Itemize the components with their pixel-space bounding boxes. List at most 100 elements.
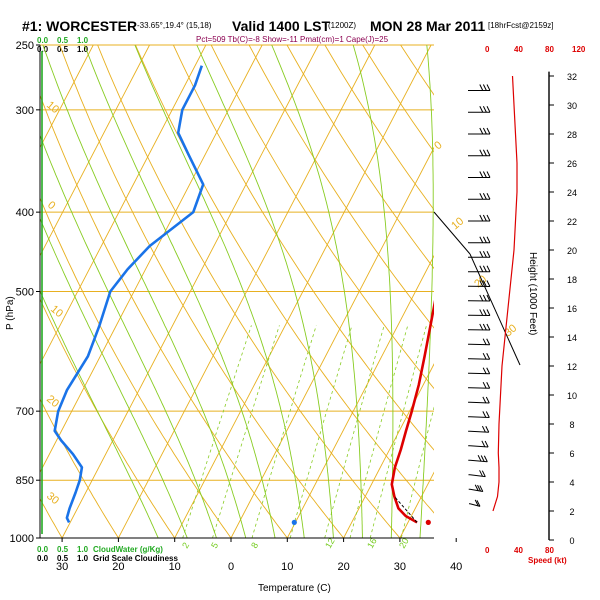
cloud-water-bottom-2: 1.0 [77, 545, 89, 554]
mixing-ratio-label: 5 [209, 541, 220, 550]
wind-barb-feather [481, 440, 486, 448]
wind-barb-feather [479, 265, 484, 272]
moist-adiabat [40, 134, 217, 538]
cloud-water-top-1: 0.5 [57, 36, 69, 45]
dry-adiabat [172, 45, 434, 451]
y-tick-label: 300 [16, 105, 34, 117]
wind-barb-feather [482, 323, 487, 331]
dry-adiabat [579, 31, 600, 556]
surface-dewpoint-dot [291, 519, 297, 525]
wind-barb-feather [486, 265, 491, 272]
dry-adiabat [210, 45, 434, 390]
wind-barb-feather [482, 214, 487, 222]
speed-top-40: 40 [514, 45, 523, 54]
wind-speed-panel [433, 75, 521, 512]
dry-adiabat [286, 45, 434, 270]
thermo-background [40, 31, 600, 556]
moist-adiabat [134, 45, 305, 538]
wind-barb-feather [486, 280, 491, 287]
mixing-ratio-line [251, 325, 317, 538]
wind-barb-feather [486, 294, 491, 302]
dry-adiabat [40, 298, 176, 538]
x-tick-label: 30 [394, 561, 406, 573]
mixing-ratio-line [289, 325, 353, 538]
isotherm [286, 254, 434, 538]
wind-barb-feather [482, 352, 487, 360]
height-tick-label: 6 [569, 449, 574, 459]
height-tick-label: 12 [567, 362, 577, 372]
wind-barb-feather [486, 193, 491, 200]
wind-barb-feather [479, 84, 484, 91]
wind-barb-feather [482, 294, 487, 302]
speed-bottom-80: 80 [545, 546, 554, 555]
y-tick-label: 500 [16, 287, 34, 299]
wind-barb [469, 416, 490, 419]
wind-barb-feather [482, 251, 487, 258]
wind-barb [469, 401, 490, 404]
wind-barb-feather [479, 236, 484, 243]
height-tick-label: 2 [569, 507, 574, 517]
speed-bottom-40: 40 [514, 546, 523, 555]
wind-barb-feather [482, 171, 487, 178]
wind-barb-feather [480, 455, 485, 462]
speed-top-120: 120 [572, 45, 586, 54]
cloudiness-bottom-2: 1.0 [77, 554, 89, 563]
x-tick-label: 40 [450, 561, 462, 573]
height-tick-label: 18 [567, 275, 577, 285]
isotherm-label: 10 [449, 215, 466, 232]
height-tick-label: 16 [567, 304, 577, 314]
mixing-ratio-line [324, 325, 385, 538]
wind-barb [469, 430, 489, 433]
speed-top-0: 0 [485, 45, 490, 54]
wind-barb [469, 358, 490, 360]
x-tick-label: 20 [337, 561, 349, 573]
moist-adiabat [271, 45, 363, 538]
wind-barb [469, 488, 483, 493]
station-coords: -33.65°,19.4° (15,18) [137, 21, 212, 30]
dry-adiabat [40, 398, 119, 538]
mixing-ratio-line [400, 406, 434, 538]
wind-barb-feather [486, 171, 491, 178]
cloud-water-bottom-0: 0.0 [37, 545, 49, 554]
wind-barb-feather [481, 425, 486, 433]
isotherm [118, 45, 376, 538]
wind-barb-feather [486, 127, 491, 135]
wind-barb-feather [479, 171, 484, 178]
valid-date: MON 28 Mar 2011 [370, 18, 485, 34]
isotherm [40, 45, 150, 257]
y-tick-label: 250 [16, 40, 34, 52]
mixing-ratio-line [349, 325, 409, 538]
mixing-ratio-label: 16 [365, 536, 379, 550]
mixing-ratio-label: 12 [323, 536, 337, 550]
wind-barb-feather [486, 106, 491, 113]
wind-barb-feather [479, 251, 484, 258]
wind-barb-feather [477, 454, 482, 462]
dewpoint-profile [53, 65, 205, 523]
cloudiness-top-0: 0.0 [37, 45, 49, 54]
moist-adiabat [352, 45, 394, 538]
utc-time: (1200Z) [328, 21, 356, 30]
speed-top-80: 80 [545, 45, 554, 54]
moist-adiabat [196, 45, 334, 538]
wind-barb [469, 503, 481, 507]
x-tick-label: 10 [169, 561, 181, 573]
height-tick-label: 30 [567, 101, 577, 111]
mixing-ratio-line [182, 325, 252, 538]
wind-barb-feather [482, 396, 487, 404]
wind-barb-feather [482, 127, 487, 135]
y-tick-label: 400 [16, 207, 34, 219]
isotherm-label: 0 [432, 139, 444, 152]
y-tick-labels: 250 300 400 500 700 850 1000 [10, 40, 40, 545]
mixing-ratio-line [369, 325, 427, 538]
dry-adiabat [40, 94, 288, 538]
wind-barb-feather [479, 309, 484, 316]
wind-barb-feather [477, 484, 481, 492]
isotherm-label: 10 [48, 303, 65, 320]
dry-adiabat [135, 45, 434, 514]
valid-time: Valid 1400 LST [232, 18, 330, 34]
wind-barb [469, 459, 488, 463]
wind-barb-feather [482, 280, 487, 287]
isotherm [40, 45, 94, 149]
surface-temperature-dot [425, 519, 431, 525]
wind-barb-feather [486, 338, 491, 345]
